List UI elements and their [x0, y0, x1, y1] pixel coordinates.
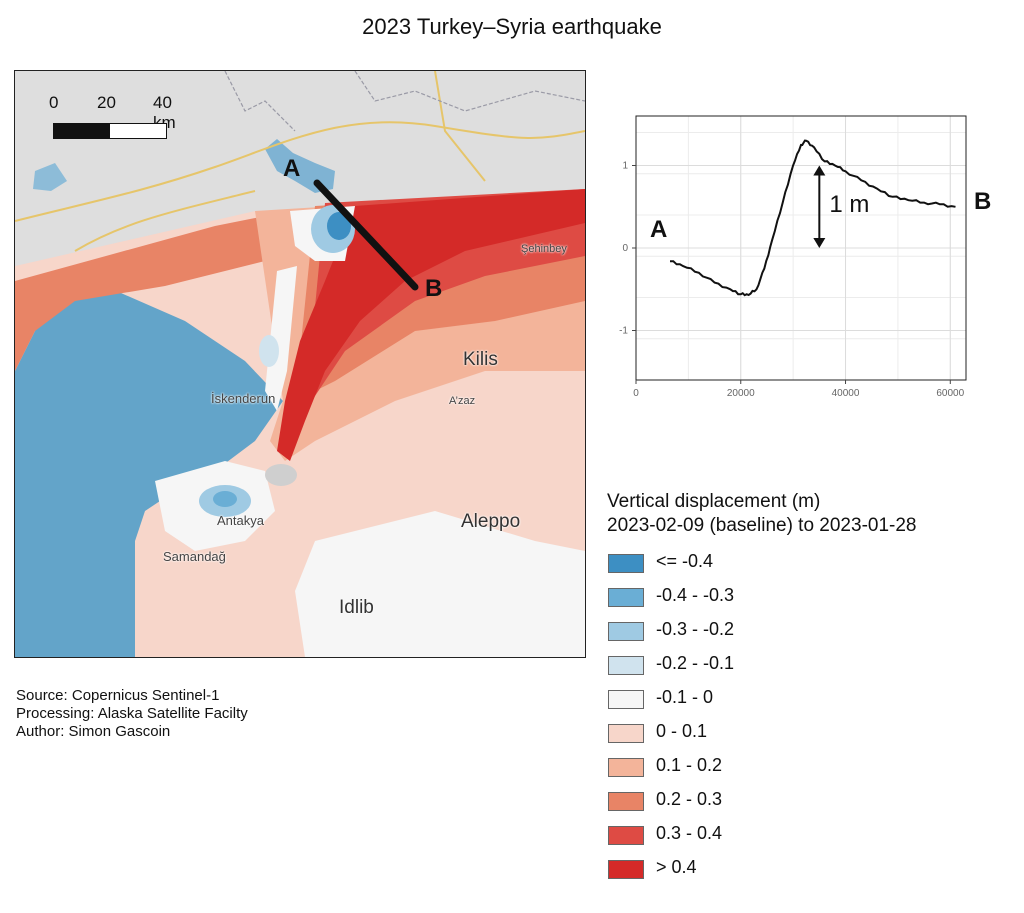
profile-chart-start-label: A [650, 216, 668, 243]
profile-ticks: 0 20000 40000 60000 -1 0 1 [619, 161, 965, 400]
place-kilis: Kilis [463, 349, 498, 370]
place-idlib: Idlib [339, 597, 374, 618]
legend-item-label: -0.2 - -0.1 [656, 653, 735, 673]
legend-item: -0.4 - -0.3 [607, 581, 1017, 615]
no-data-patch [265, 464, 297, 486]
credit-author: Author: Simon Gascoin [16, 723, 171, 740]
scale-label-0: 0 [49, 93, 59, 112]
legend-item: 0.3 - 0.4 [607, 819, 1017, 853]
displacement-gt-0.4 [277, 189, 585, 461]
profile-x-tick-label: 60000 [936, 388, 964, 399]
legend-item-label: -0.3 - -0.2 [656, 619, 735, 639]
legend-item: -0.3 - -0.2 [607, 615, 1017, 649]
profile-y-tick-label: -1 [619, 326, 628, 337]
displacement-0.2-0.3 [15, 216, 265, 371]
profile-plot: 0 20000 40000 60000 -1 0 1 [619, 115, 967, 400]
profile-start-label: A [283, 155, 301, 182]
sea [15, 286, 283, 657]
legend-swatch [608, 860, 644, 879]
place-azaz: A’zaz [449, 395, 476, 407]
profile-grid [635, 116, 966, 381]
displacement-negative-antakya-core [213, 491, 237, 507]
legend-item-label: 0.2 - 0.3 [656, 789, 723, 809]
place-antakya: Antakya [217, 513, 264, 528]
profile-y-tick-label: 0 [622, 243, 628, 254]
basemap-road [15, 121, 585, 222]
credits: Source: Copernicus Sentinel-1 Processing… [16, 687, 248, 741]
profile-chart: 0 20000 40000 60000 -1 0 1 A B 1 m [586, 100, 996, 410]
legend-swatch [608, 826, 644, 845]
place-sehinbey: Şehinbey [521, 243, 567, 255]
legend-swatch [608, 656, 644, 675]
profile-annotation: 1 m [829, 190, 870, 218]
profile-series-line [670, 139, 956, 297]
credit-source: Source: Copernicus Sentinel-1 [16, 687, 220, 704]
displacement-near-zero-south [295, 511, 585, 657]
legend-item: 0 - 0.1 [607, 717, 1017, 751]
displacement-near-zero-strip [265, 266, 297, 411]
scale-bar-graphic [53, 123, 167, 139]
scale-bar: 0 20 40 km [49, 93, 193, 143]
legend-item-label: > 0.4 [656, 857, 697, 877]
legend-item-label: 0 - 0.1 [656, 721, 708, 741]
figure-title: 2023 Turkey–Syria earthquake [362, 14, 662, 39]
place-aleppo: Aleppo [461, 511, 521, 532]
legend-item-label: -0.1 - 0 [656, 687, 714, 707]
basemap-lake-small [33, 163, 67, 191]
legend-title: Vertical displacement (m) [607, 491, 821, 512]
profile-x-tick-label: 40000 [832, 388, 860, 399]
basemap-road [434, 71, 486, 182]
credit-processing: Processing: Alaska Satellite Facilty [16, 705, 248, 722]
legend-item: 0.1 - 0.2 [607, 751, 1017, 785]
legend-item-label: 0.3 - 0.4 [656, 823, 723, 843]
legend-subtitle: 2023-02-09 (baseline) to 2023-01-28 [607, 515, 917, 536]
legend-swatch [608, 792, 644, 811]
legend-swatch [608, 554, 644, 573]
legend-swatch [608, 758, 644, 777]
arrow-head-up [813, 165, 826, 176]
legend-item-label: <= -0.4 [656, 551, 714, 571]
legend-item: <= -0.4 [607, 547, 1017, 581]
legend-swatch [608, 690, 644, 709]
legend-item: -0.2 - -0.1 [607, 649, 1017, 683]
place-samandag: Samandağ [163, 549, 226, 564]
legend-item: > 0.4 [607, 853, 1017, 887]
profile-y-tick-label: 1 [622, 161, 628, 172]
scale-label-20: 20 [97, 93, 116, 112]
displacement-negative-small [259, 335, 279, 367]
legend-swatch [608, 622, 644, 641]
displacement-negative-core [327, 212, 351, 240]
profile-x-tick-label: 20000 [727, 388, 755, 399]
basemap-lake [265, 139, 335, 193]
place-iskenderun: İskenderun [211, 391, 276, 406]
legend-swatch [608, 724, 644, 743]
profile-line [313, 179, 419, 291]
profile-x-tick-label: 0 [633, 388, 639, 399]
basemap-border [224, 71, 585, 132]
legend: Vertical displacement (m) 2023-02-09 (ba… [607, 490, 1017, 887]
legend-item-label: 0.1 - 0.2 [656, 755, 723, 775]
legend-item-label: -0.4 - -0.3 [656, 585, 735, 605]
profile-end-label: B [425, 275, 443, 302]
legend-item: 0.2 - 0.3 [607, 785, 1017, 819]
legend-item: -0.1 - 0 [607, 683, 1017, 717]
legend-items: <= -0.4 -0.4 - -0.3 -0.3 - -0.2 -0.2 - -0.1… [607, 547, 1017, 887]
arrow-head-down [813, 238, 826, 248]
map-canvas [15, 71, 585, 657]
basemap-road [74, 190, 256, 252]
displacement-arrow [813, 165, 826, 248]
profile-chart-end-label: B [974, 188, 992, 215]
displacement-map[interactable]: 0 20 40 km A B Şehinbey Kilis İskenderun… [14, 70, 586, 658]
legend-swatch [608, 588, 644, 607]
